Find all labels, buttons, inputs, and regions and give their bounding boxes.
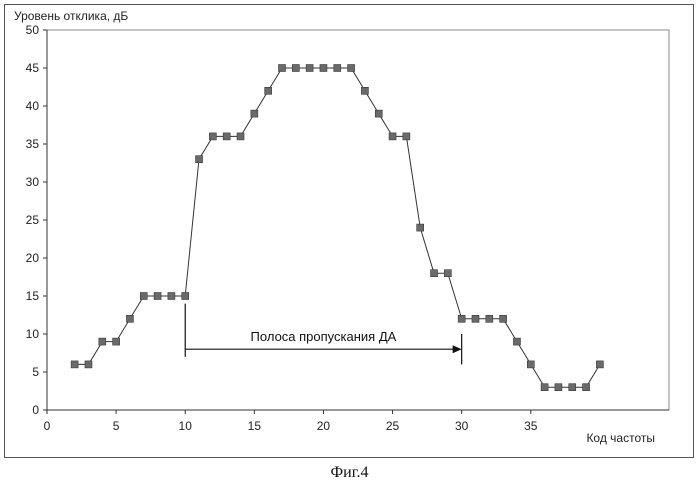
x-tick-label: 0 [44, 419, 51, 433]
data-point-marker [583, 384, 590, 391]
data-point-marker [555, 384, 562, 391]
data-point-marker [113, 338, 120, 345]
data-point-marker [196, 156, 203, 163]
y-tick-label: 0 [32, 403, 39, 417]
y-tick-label: 10 [26, 327, 40, 341]
y-tick-label: 30 [26, 175, 40, 189]
data-point-marker [223, 133, 230, 140]
data-point-marker [209, 133, 216, 140]
x-tick-label: 35 [524, 419, 538, 433]
data-point-marker [389, 133, 396, 140]
data-point-marker [168, 293, 175, 300]
y-tick-label: 50 [26, 23, 40, 37]
x-tick-label: 10 [179, 419, 193, 433]
data-point-marker [237, 133, 244, 140]
data-point-marker [126, 315, 133, 322]
response-chart: 0 5 10 15 20 25 30 35 40 45 50 0 5 10 15 20 25 30 35 Уровен… [0, 0, 699, 460]
x-tick-label: 15 [248, 419, 262, 433]
data-point-marker [417, 224, 424, 231]
data-point-marker [99, 338, 106, 345]
data-point-marker [334, 65, 341, 72]
y-tick-label: 45 [26, 61, 40, 75]
data-point-marker [444, 270, 451, 277]
data-point-marker [375, 110, 382, 117]
data-point-marker [278, 65, 285, 72]
passband-arrow-head [453, 345, 462, 353]
y-tick-label: 5 [32, 365, 39, 379]
y-tick-label: 15 [26, 289, 40, 303]
data-point-marker [292, 65, 299, 72]
y-axis-title: Уровень отклика, дБ [14, 9, 128, 23]
plot-area [47, 30, 669, 410]
data-point-marker [458, 315, 465, 322]
x-tick-label: 30 [455, 419, 469, 433]
data-point-marker [527, 361, 534, 368]
data-point-marker [472, 315, 479, 322]
data-point-marker [541, 384, 548, 391]
data-point-marker [348, 65, 355, 72]
data-point-marker [306, 65, 313, 72]
data-point-marker [154, 293, 161, 300]
data-point-marker [403, 133, 410, 140]
data-point-marker [486, 315, 493, 322]
y-tick-label: 25 [26, 213, 40, 227]
data-point-marker [431, 270, 438, 277]
passband-label: Полоса пропускания ДА [251, 329, 397, 344]
data-point-marker [500, 315, 507, 322]
y-tick-label: 40 [26, 99, 40, 113]
data-point-marker [85, 361, 92, 368]
y-tick-label: 35 [26, 137, 40, 151]
data-point-marker [251, 110, 258, 117]
x-tick-label: 5 [113, 419, 120, 433]
x-axis-title: Код частоты [586, 431, 655, 445]
data-point-marker [140, 293, 147, 300]
data-point-marker [182, 293, 189, 300]
data-point-marker [596, 361, 603, 368]
x-tick-label: 20 [317, 419, 331, 433]
data-point-marker [265, 87, 272, 94]
data-point-marker [513, 338, 520, 345]
data-point-marker [569, 384, 576, 391]
data-point-marker [71, 361, 78, 368]
y-tick-label: 20 [26, 251, 40, 265]
figure-caption: Фиг.4 [0, 464, 699, 482]
x-tick-label: 25 [386, 419, 400, 433]
data-point-marker [361, 87, 368, 94]
data-point-marker [320, 65, 327, 72]
